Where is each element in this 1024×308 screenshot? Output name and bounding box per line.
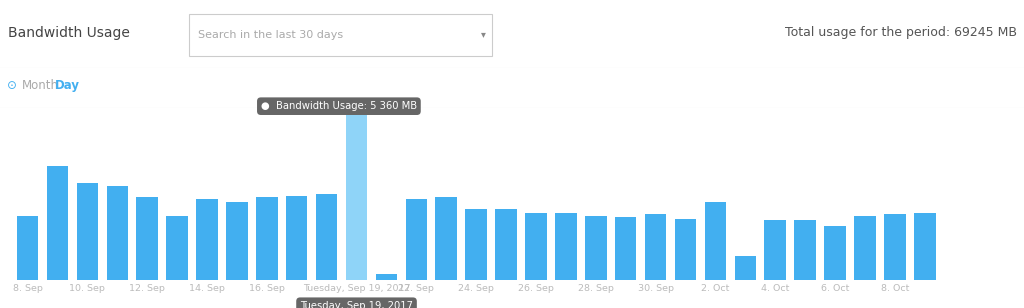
Bar bbox=[16, 216, 38, 280]
Bar bbox=[435, 197, 457, 280]
Bar bbox=[645, 214, 667, 280]
Bar bbox=[884, 214, 905, 280]
Text: Day: Day bbox=[55, 79, 80, 92]
Text: Tuesday, Sep 19, 2017: Tuesday, Sep 19, 2017 bbox=[300, 301, 413, 308]
Bar bbox=[286, 196, 307, 280]
Bar bbox=[106, 186, 128, 280]
Bar bbox=[555, 213, 577, 280]
Bar bbox=[795, 220, 816, 280]
Text: Search in the last 30 days: Search in the last 30 days bbox=[198, 30, 343, 39]
Text: Bandwidth Usage: Bandwidth Usage bbox=[8, 26, 130, 39]
Bar bbox=[734, 256, 756, 280]
Bar bbox=[47, 166, 69, 280]
Text: Total usage for the period: 69245 MB: Total usage for the period: 69245 MB bbox=[784, 26, 1017, 39]
Bar bbox=[226, 202, 248, 280]
Bar bbox=[256, 197, 278, 280]
Bar bbox=[406, 199, 427, 280]
Bar bbox=[824, 226, 846, 280]
Bar bbox=[765, 220, 786, 280]
Bar bbox=[465, 209, 487, 280]
Bar bbox=[585, 216, 606, 280]
Bar bbox=[675, 219, 696, 280]
Bar bbox=[376, 274, 397, 280]
Bar bbox=[914, 213, 936, 280]
Bar bbox=[346, 115, 368, 280]
Text: Month: Month bbox=[22, 79, 58, 92]
Bar bbox=[166, 216, 187, 280]
Text: ●  Bandwidth Usage: 5 360 MB: ● Bandwidth Usage: 5 360 MB bbox=[261, 101, 417, 111]
Bar bbox=[77, 183, 98, 280]
Text: ▾: ▾ bbox=[480, 30, 485, 39]
Bar bbox=[525, 213, 547, 280]
Bar bbox=[615, 217, 637, 280]
Bar bbox=[315, 194, 337, 280]
Bar bbox=[496, 209, 517, 280]
FancyBboxPatch shape bbox=[189, 14, 492, 55]
Bar bbox=[705, 202, 726, 280]
Bar bbox=[197, 199, 218, 280]
Bar bbox=[854, 216, 876, 280]
Bar bbox=[136, 197, 158, 280]
Text: ⊙: ⊙ bbox=[7, 79, 17, 92]
